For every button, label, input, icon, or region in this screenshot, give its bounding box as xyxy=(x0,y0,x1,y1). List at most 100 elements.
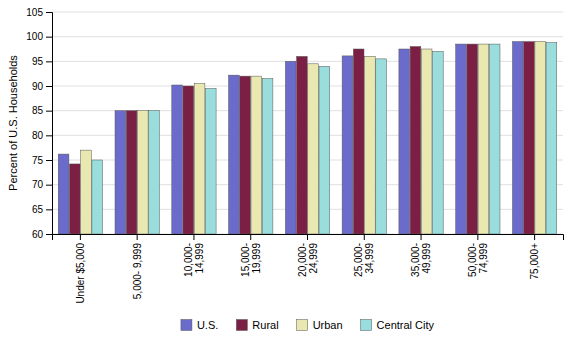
tick-mark xyxy=(421,234,422,240)
bar-series xyxy=(58,42,523,234)
bar xyxy=(433,51,444,234)
tick: 85 xyxy=(32,105,52,116)
tick: 80 xyxy=(32,130,52,141)
legend-swatch xyxy=(297,320,308,331)
y-axis: 6065707580859095100105 xyxy=(26,7,52,240)
tick-mark xyxy=(46,234,52,235)
bar xyxy=(410,47,421,234)
tick: 105 xyxy=(26,7,52,18)
tick-label: 5,000- 9,999 xyxy=(132,243,143,300)
tick: Under $5,000 xyxy=(75,234,86,304)
bar xyxy=(421,49,432,234)
bar xyxy=(137,111,148,234)
tick-mark xyxy=(534,234,535,240)
legend-label: U.S. xyxy=(197,319,218,331)
bar xyxy=(285,61,296,234)
bar xyxy=(149,111,160,234)
legend-swatch xyxy=(181,320,192,331)
legend-item: Urban xyxy=(297,319,343,331)
tick: 5,000- 9,999 xyxy=(132,234,143,299)
tick: 100 xyxy=(26,31,52,42)
bar xyxy=(399,49,410,234)
tick: 35,000-49,999 xyxy=(410,234,432,277)
bar xyxy=(297,56,308,234)
bar-series xyxy=(81,42,546,234)
legend-label: Urban xyxy=(313,319,343,331)
plot: 6065707580859095100105Under $5,0005,000-… xyxy=(26,7,563,304)
bar xyxy=(456,44,467,234)
bar xyxy=(524,42,535,234)
legend-swatch xyxy=(236,320,247,331)
tick-label: 35,000-49,999 xyxy=(410,243,432,277)
tick-label: 65 xyxy=(32,204,44,215)
tick: 50,000-74,999 xyxy=(467,234,489,277)
chart: 6065707580859095100105Under $5,0005,000-… xyxy=(0,0,575,339)
tick-label: 60 xyxy=(32,229,44,240)
tick-mark xyxy=(46,135,52,136)
bar xyxy=(183,86,194,234)
tick-mark xyxy=(46,37,52,38)
legend-label: Rural xyxy=(252,319,278,331)
bar xyxy=(58,154,69,234)
bar xyxy=(229,75,240,234)
bar xyxy=(353,49,364,234)
bar xyxy=(126,111,137,234)
tick-label: 85 xyxy=(32,105,44,116)
legend-item: Central City xyxy=(361,319,435,331)
grid xyxy=(52,12,563,234)
tick: 95 xyxy=(32,56,52,67)
tick: 75,000+ xyxy=(529,234,540,279)
tick-mark xyxy=(250,234,251,240)
tick-label: 10,000-14,999 xyxy=(183,243,205,277)
legend-item: U.S. xyxy=(181,319,218,331)
bar xyxy=(194,84,205,234)
bar xyxy=(172,85,183,234)
tick-mark xyxy=(46,209,52,210)
legend-item: Rural xyxy=(236,319,278,331)
axis-title: Percent of U.S. Households xyxy=(7,55,19,191)
tick-label: 70 xyxy=(32,179,44,190)
bar xyxy=(535,42,546,234)
tick: 10,000-14,999 xyxy=(183,234,205,277)
bar xyxy=(489,44,500,234)
tick-label: 50,000-74,999 xyxy=(467,243,489,277)
tick-label: 25,000-34,999 xyxy=(353,243,375,277)
bar xyxy=(262,79,273,234)
tick-label: 95 xyxy=(32,56,44,67)
tick-mark xyxy=(46,61,52,62)
bar xyxy=(81,150,92,234)
bar xyxy=(546,43,557,234)
bar xyxy=(512,42,523,234)
tick-mark xyxy=(46,185,52,186)
tick-mark xyxy=(193,234,194,240)
tick: 20,000-24,999 xyxy=(297,234,319,277)
axis-line xyxy=(53,235,564,241)
tick-label: 75,000+ xyxy=(529,243,540,280)
grid-line xyxy=(52,36,563,37)
bar xyxy=(240,76,251,234)
tick-label: 90 xyxy=(32,81,44,92)
tick-mark xyxy=(46,160,52,161)
tick-label: 100 xyxy=(26,31,43,42)
tick-label: 105 xyxy=(26,7,43,18)
bars xyxy=(58,42,557,234)
tick-label: 80 xyxy=(32,130,44,141)
bar xyxy=(69,164,80,234)
legend-swatch xyxy=(361,320,372,331)
tick-mark xyxy=(137,234,138,240)
grid-line xyxy=(52,12,563,13)
tick-mark xyxy=(46,12,52,13)
bar xyxy=(308,64,319,234)
tick-mark xyxy=(307,234,308,240)
tick-mark xyxy=(80,234,81,240)
tick: 60 xyxy=(32,229,52,240)
tick: 15,000-19,999 xyxy=(240,234,262,277)
bar-series xyxy=(69,42,534,234)
bar-series xyxy=(92,43,557,234)
tick-mark xyxy=(46,111,52,112)
bar xyxy=(115,111,126,234)
tick-mark xyxy=(364,234,365,240)
tick-label: 20,000-24,999 xyxy=(297,243,319,277)
tick-mark xyxy=(46,86,52,87)
bar xyxy=(467,44,478,234)
